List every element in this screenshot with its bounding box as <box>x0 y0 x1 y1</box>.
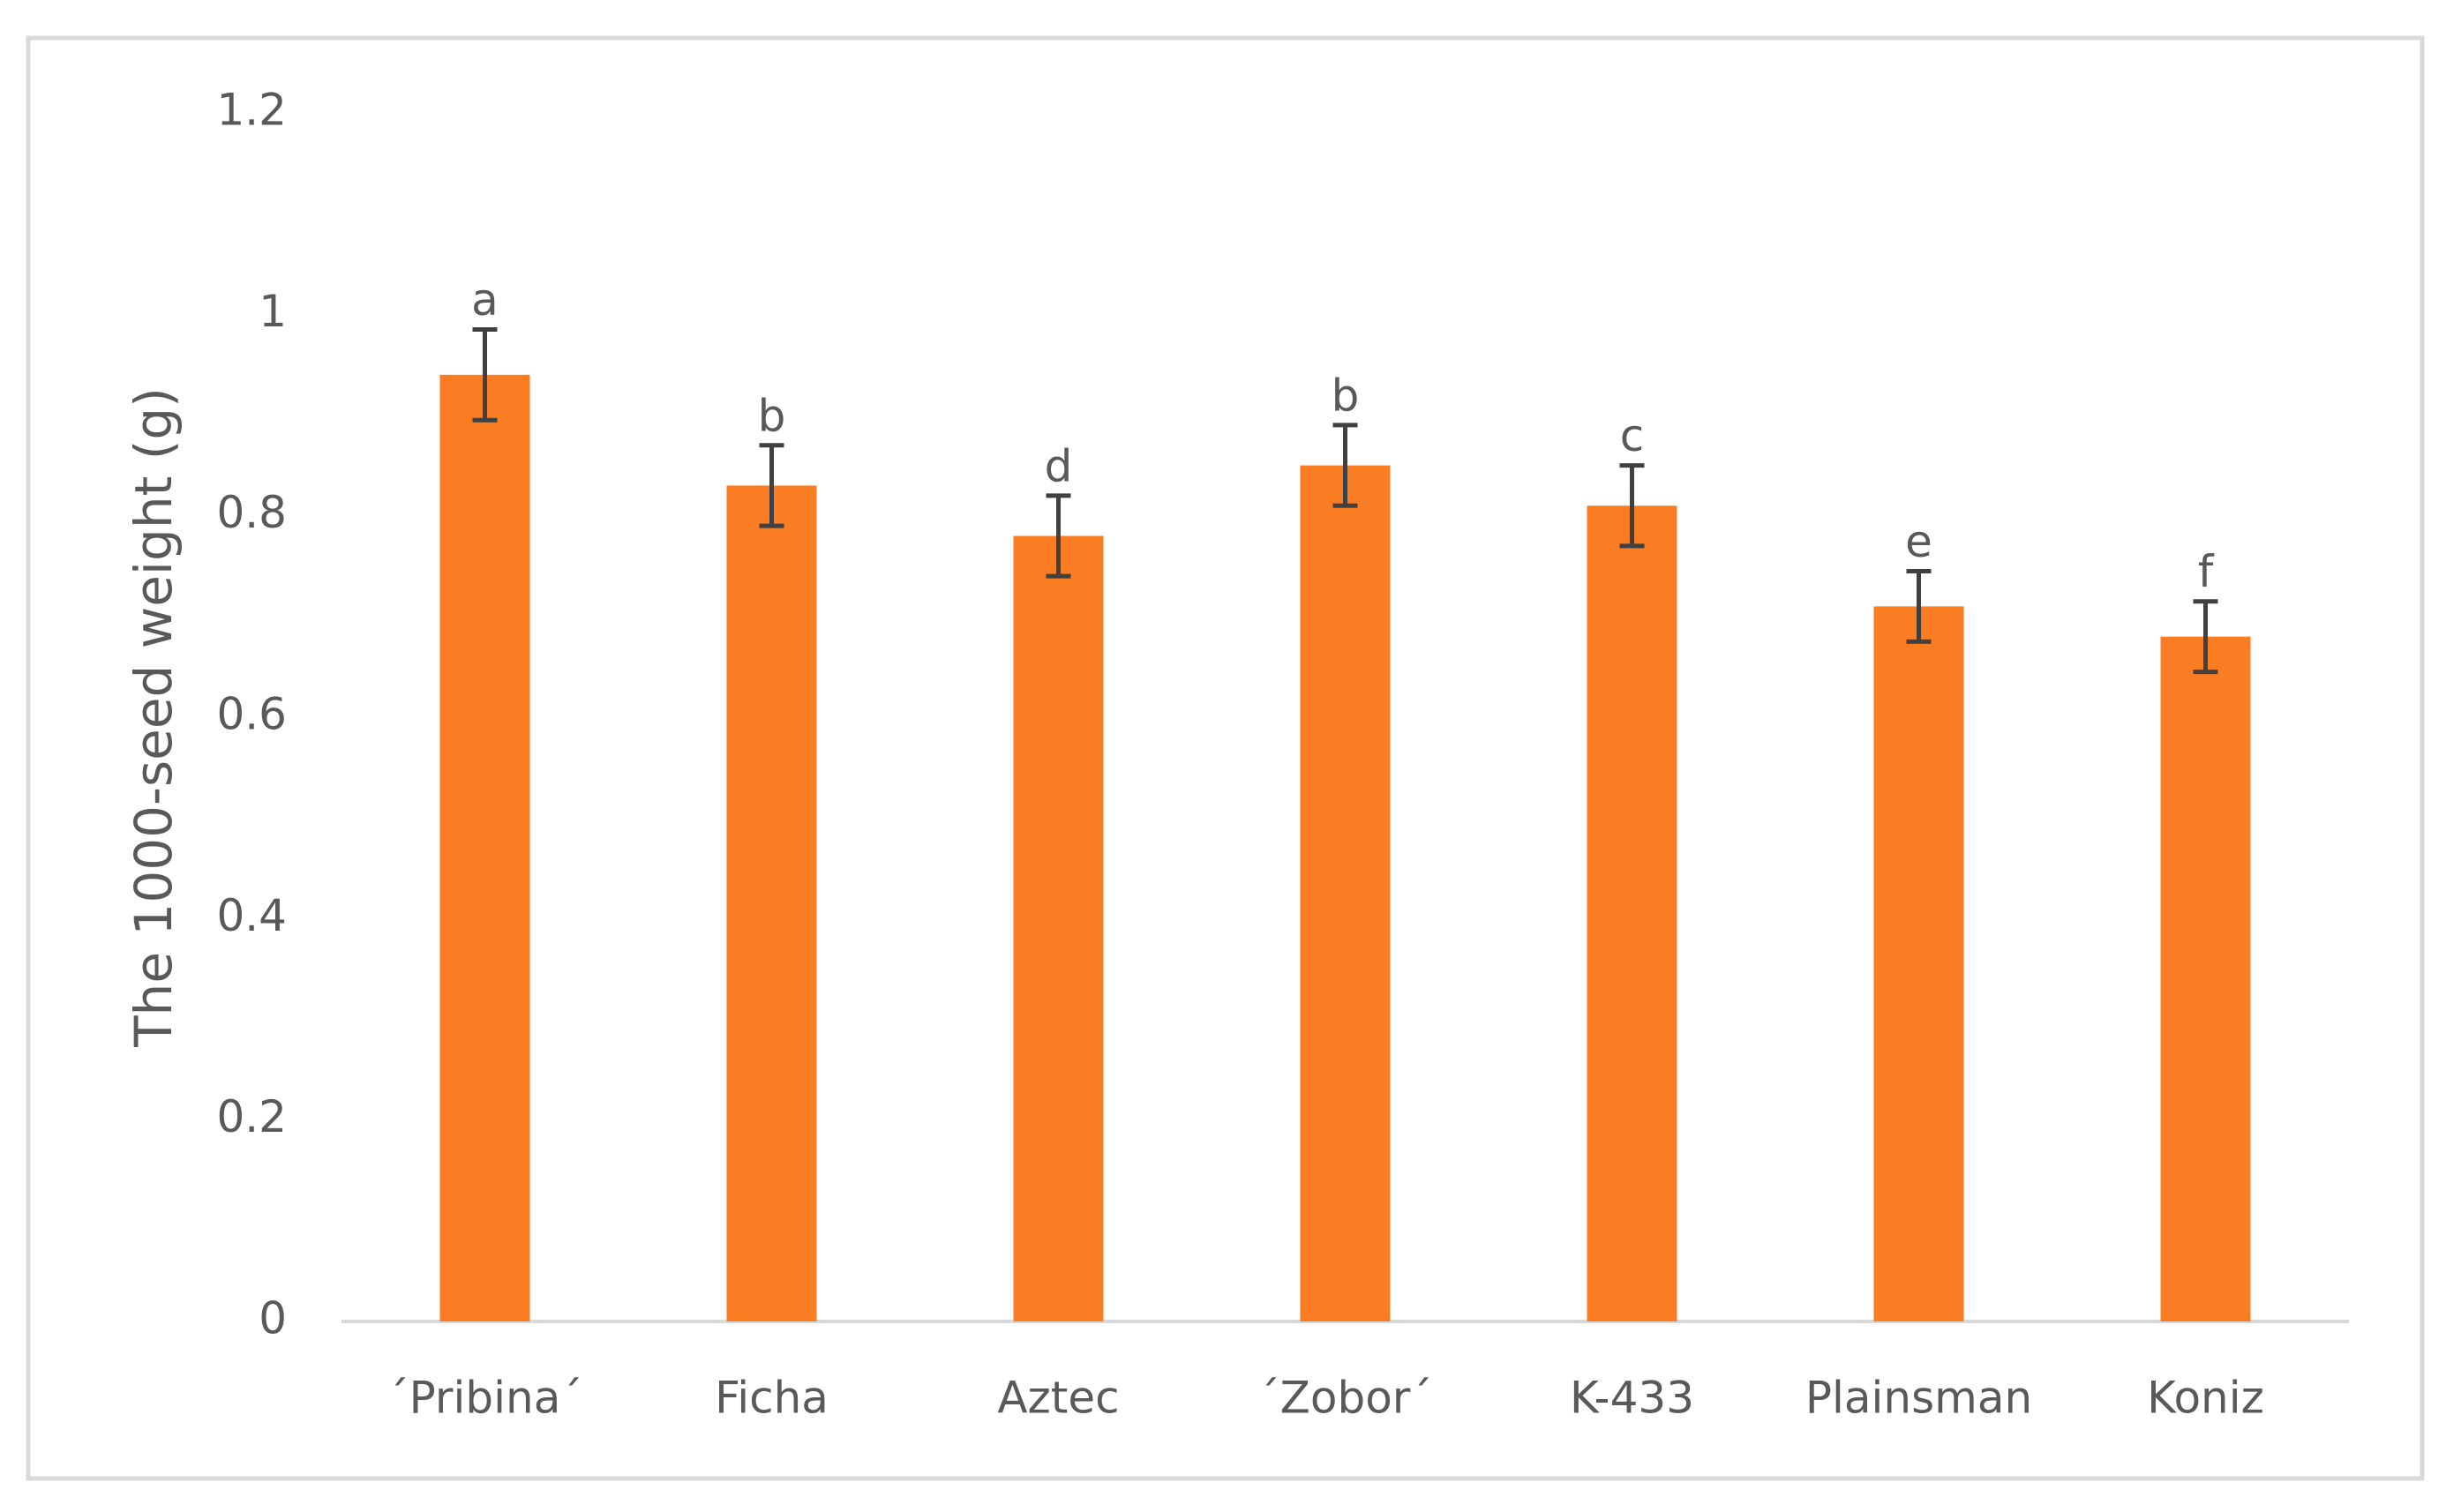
x-tick-label: K-433 <box>1570 1373 1694 1424</box>
y-axis-title: The 1000-seed weight (g) <box>124 387 184 1048</box>
significance-letter: c <box>1620 410 1645 461</box>
bar <box>1587 505 1677 1321</box>
x-tick-label: Plainsman <box>1805 1373 2032 1424</box>
error-bar <box>472 326 498 423</box>
error-bar <box>1332 423 1358 508</box>
bar <box>726 485 817 1321</box>
significance-letter: b <box>1332 370 1360 421</box>
error-bar <box>1046 493 1071 579</box>
error-bar <box>1619 463 1645 549</box>
y-tick-label: 0.2 <box>216 1091 287 1142</box>
significance-letter: a <box>471 274 499 326</box>
x-tick-label: ´Zobor´ <box>1258 1373 1433 1424</box>
significance-letter: d <box>1045 440 1073 491</box>
bar <box>2160 636 2251 1321</box>
y-tick-label: 0 <box>259 1293 287 1344</box>
bar <box>1013 535 1104 1321</box>
y-tick-label: 0.8 <box>216 487 287 538</box>
significance-letter: b <box>758 390 786 441</box>
y-tick-label: 0.6 <box>216 689 287 740</box>
error-bar <box>2193 599 2218 675</box>
x-tick-label: Aztec <box>997 1373 1119 1424</box>
significance-letter: f <box>2198 546 2215 597</box>
error-bar <box>759 443 784 528</box>
bar <box>1300 465 1391 1321</box>
bar <box>439 374 530 1321</box>
bar <box>1873 606 1964 1321</box>
y-tick-label: 1.2 <box>216 85 287 136</box>
error-bar <box>1906 568 1932 644</box>
chart-frame <box>26 35 2425 1481</box>
significance-letter: e <box>1905 516 1932 567</box>
y-tick-label: 1 <box>259 286 287 337</box>
y-tick-label: 0.4 <box>216 890 287 941</box>
x-tick-label: Koniz <box>2147 1373 2264 1424</box>
x-tick-label: ´Pribina´ <box>387 1373 583 1424</box>
x-tick-label: Ficha <box>715 1373 829 1424</box>
